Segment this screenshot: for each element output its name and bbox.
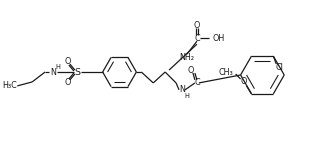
- Text: OH: OH: [213, 34, 225, 43]
- Text: O: O: [65, 57, 71, 66]
- Text: O: O: [240, 77, 247, 86]
- Text: O: O: [65, 78, 71, 87]
- Text: H: H: [55, 64, 60, 70]
- Text: N: N: [50, 68, 56, 77]
- Text: H₃C: H₃C: [3, 81, 17, 90]
- Text: CH₃: CH₃: [219, 68, 234, 77]
- Text: C: C: [194, 34, 200, 43]
- Text: H: H: [185, 93, 189, 99]
- Text: NH₂: NH₂: [180, 53, 194, 62]
- Text: S: S: [75, 68, 81, 77]
- Text: Cl: Cl: [275, 64, 283, 72]
- Text: O: O: [194, 21, 200, 30]
- Text: O: O: [188, 66, 194, 75]
- Text: C: C: [194, 78, 200, 87]
- Text: N: N: [179, 85, 185, 94]
